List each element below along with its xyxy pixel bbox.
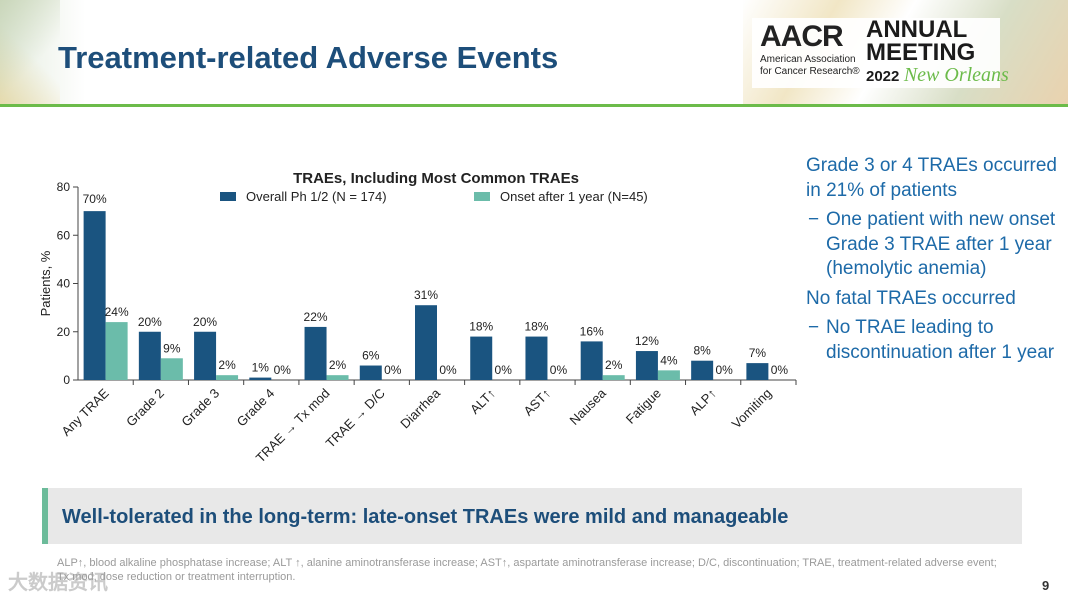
x-tick-label: AST↑ <box>520 386 553 419</box>
header-rule <box>0 104 1068 107</box>
page-number: 9 <box>1042 578 1050 593</box>
legend-swatch-2 <box>474 192 490 201</box>
bar-overall <box>83 211 106 380</box>
banner-accent-bar <box>42 488 48 544</box>
x-tick-label: ALT↑ <box>467 386 498 417</box>
y-tick-label: 0 <box>63 373 70 387</box>
data-label-late-onset: 0% <box>384 363 402 377</box>
data-label-late-onset: 9% <box>163 341 181 355</box>
aacr-logo: AACR <box>760 20 844 53</box>
bar-late-onset <box>216 375 239 380</box>
data-label-late-onset: 2% <box>218 358 236 372</box>
aacr-sub-line-1: American Association <box>760 54 856 65</box>
bar-late-onset <box>326 375 349 380</box>
x-tick-label: Grade 2 <box>123 386 167 430</box>
data-label-late-onset: 0% <box>771 363 789 377</box>
data-label-late-onset: 24% <box>105 305 129 319</box>
bullet-dash: − <box>808 209 820 230</box>
meeting-year: 2022 <box>866 68 900 85</box>
slide-title: Treatment-related Adverse Events <box>58 40 559 75</box>
data-label-overall: 20% <box>138 315 162 329</box>
chart-title: TRAEs, Including Most Common TRAEs <box>293 170 579 187</box>
bar-overall <box>359 365 382 380</box>
bar-overall <box>138 331 161 380</box>
data-label-overall: 18% <box>524 320 548 334</box>
data-label-late-onset: 0% <box>550 363 568 377</box>
bar-overall <box>249 377 272 380</box>
y-tick-label: 20 <box>57 325 71 339</box>
x-tick-label: Vomiting <box>729 386 775 432</box>
bullet-dash: − <box>808 317 820 338</box>
finding-discontinuation-text: No TRAE leading to discontinuation after… <box>826 317 1055 363</box>
legend-label-1: Overall Ph 1/2 (N = 174) <box>246 189 387 204</box>
y-tick-label: 60 <box>57 228 71 242</box>
data-label-overall: 1% <box>252 361 270 375</box>
finding-fatal: No fatal TRAEs occurred <box>806 287 1016 309</box>
y-tick-label: 80 <box>57 180 71 194</box>
bar-overall <box>194 331 217 380</box>
data-label-overall: 12% <box>635 334 659 348</box>
y-axis-label: Patients, % <box>38 250 53 316</box>
trae-bar-chart: TRAEs, Including Most Common TRAEs Overal… <box>38 170 797 465</box>
bar-overall <box>415 305 437 380</box>
bar-overall <box>304 326 327 380</box>
bar-overall <box>635 351 658 380</box>
conclusion-banner <box>42 488 1022 544</box>
bar-overall <box>580 341 603 380</box>
bar-overall <box>525 336 548 380</box>
x-tick-label: Grade 3 <box>178 386 222 430</box>
data-label-late-onset: 0% <box>495 363 513 377</box>
data-label-overall: 70% <box>83 192 107 206</box>
bar-overall <box>691 360 714 380</box>
x-tick-label: Fatigue <box>623 386 664 427</box>
x-tick-label: TRAE → D/C <box>323 386 388 451</box>
data-label-late-onset: 4% <box>660 353 678 367</box>
bar-overall <box>470 336 493 380</box>
bar-late-onset <box>160 358 183 380</box>
footnote: ALP↑, blood alkaline phosphatase increas… <box>57 557 997 583</box>
finding-grade34-detail: − One patient with new onset Grade 3 TRA… <box>808 208 1068 287</box>
aacr-sub-line-2: for Cancer Research® <box>760 66 860 77</box>
x-tick-label: Nausea <box>567 385 610 428</box>
key-findings: Grade 3 or 4 TRAEs occurred in 21% of pa… <box>806 154 1068 370</box>
finding-grade34: Grade 3 or 4 TRAEs occurred in 21% of pa… <box>806 155 1057 201</box>
finding-discontinuation: − No TRAE leading to discontinuation aft… <box>808 316 1068 370</box>
data-label-late-onset: 2% <box>605 358 623 372</box>
legend-label-2: Onset after 1 year (N=45) <box>500 189 648 204</box>
annual-label: ANNUAL <box>866 16 968 43</box>
finding-grade34-detail-text: One patient with new onset Grade 3 TRAE … <box>826 209 1056 279</box>
data-label-late-onset: 0% <box>715 363 733 377</box>
data-label-overall: 20% <box>193 315 217 329</box>
data-label-overall: 7% <box>749 346 767 360</box>
y-tick-label: 40 <box>57 277 71 291</box>
data-label-overall: 6% <box>362 349 380 363</box>
x-tick-label: Any TRAE <box>58 385 112 439</box>
aacr-logo-subtitle: American Association for Cancer Research… <box>760 54 860 78</box>
x-tick-label: Diarrhea <box>397 385 443 431</box>
data-label-overall: 8% <box>693 344 711 358</box>
conclusion-text: Well-tolerated in the long-term: late-on… <box>62 506 789 528</box>
x-tick-label: Grade 4 <box>234 386 278 430</box>
logo-backdrop <box>752 18 1000 88</box>
meeting-city: New Orleans <box>903 64 1009 86</box>
data-label-late-onset: 0% <box>274 363 292 377</box>
annual-meeting-label: ANNUAL MEETING <box>866 16 976 66</box>
data-label-overall: 31% <box>414 288 438 302</box>
data-label-late-onset: 0% <box>439 363 457 377</box>
meeting-label: MEETING <box>866 39 976 66</box>
bar-late-onset <box>657 370 680 380</box>
legend-swatch-1 <box>220 192 236 201</box>
data-label-overall: 18% <box>469 320 493 334</box>
data-label-late-onset: 2% <box>329 358 347 372</box>
bar-overall <box>746 363 769 380</box>
watermark: 大数据资讯 <box>8 572 108 594</box>
x-tick-label: ALP↑ <box>687 386 720 419</box>
bar-late-onset <box>105 322 128 380</box>
header-decoration-left <box>0 0 60 106</box>
bar-late-onset <box>602 375 625 380</box>
data-label-overall: 16% <box>580 324 604 338</box>
data-label-overall: 22% <box>304 310 328 324</box>
year-city: 2022 New Orleans <box>866 64 1009 87</box>
